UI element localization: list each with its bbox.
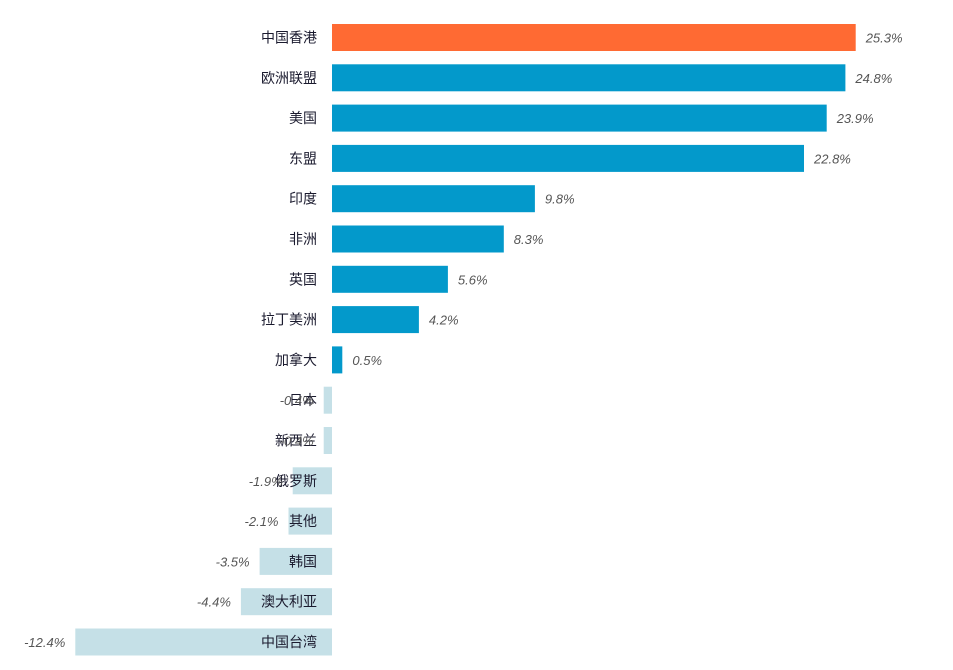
category-label: 中国香港: [261, 31, 317, 47]
bar-3: [332, 104, 827, 132]
bar-13: [288, 507, 332, 535]
bars-layer: [75, 24, 856, 656]
category-label: 中国台湾: [261, 634, 317, 651]
value-label: -0.4%: [280, 393, 314, 408]
value-label: 25.3%: [865, 31, 903, 46]
category-label: 其他: [289, 514, 317, 530]
value-label: 22.8%: [813, 151, 851, 166]
bar-8: [332, 306, 419, 334]
category-label: 东盟: [289, 151, 317, 167]
category-label: 拉丁美洲: [261, 313, 317, 329]
value-label: 24.8%: [854, 71, 892, 86]
category-label: 印度: [289, 192, 317, 208]
category-label: 欧洲联盟: [261, 71, 317, 87]
value-label: 8.3%: [514, 232, 544, 247]
category-label: 韩国: [289, 554, 317, 570]
value-label: 9.8%: [545, 192, 575, 207]
value-label: 4.2%: [429, 313, 459, 328]
category-label: 俄罗斯: [275, 474, 317, 490]
value-label: -3.5%: [216, 554, 250, 569]
category-label: 加拿大: [275, 352, 317, 369]
bar-5: [332, 185, 535, 213]
labels-layer: 中国香港 25.3% 欧洲联盟 24.8% 美国 23.9% 东盟 22.8% 印度 9.8% 非洲…: [24, 31, 902, 652]
category-label: 新西兰: [275, 434, 317, 450]
category-label: 美国: [289, 111, 317, 127]
value-label: -2.1%: [245, 514, 279, 529]
bar-9: [332, 346, 343, 374]
bar-4: [332, 144, 804, 172]
bar-14: [259, 547, 333, 575]
bar-12: [292, 467, 332, 495]
bar-11: [323, 427, 332, 454]
bar-16: [75, 628, 333, 656]
value-label: -4.4%: [197, 595, 231, 610]
bar-10: [323, 386, 332, 414]
value-label: 0.5%: [352, 353, 382, 368]
bar-1: [332, 24, 856, 51]
category-label: 非洲: [289, 232, 317, 248]
category-label: 英国: [289, 271, 317, 288]
value-label: -0.4%: [280, 434, 314, 449]
bar-15: [240, 588, 332, 616]
value-label: -1.9%: [249, 474, 283, 489]
bar-2: [332, 64, 846, 92]
category-label: 日本: [289, 393, 317, 409]
value-label: 5.6%: [458, 272, 488, 287]
value-label: 23.9%: [836, 111, 874, 126]
bar-6: [332, 225, 504, 253]
category-label: 澳大利亚: [261, 595, 317, 611]
bar-7: [332, 265, 448, 293]
value-label: -12.4%: [24, 635, 65, 650]
